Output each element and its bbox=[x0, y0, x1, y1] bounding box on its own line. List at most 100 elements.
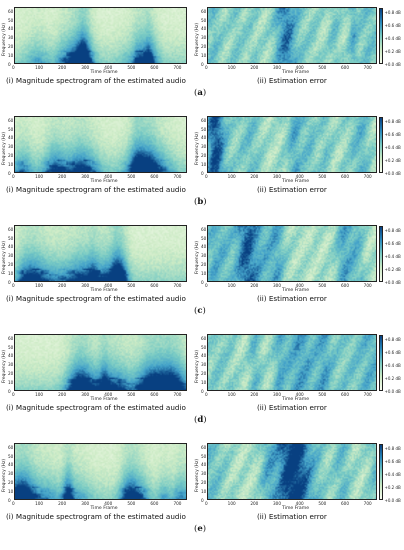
x-axis-label: Time Frame bbox=[282, 396, 310, 402]
x-tick-label: 100 bbox=[227, 174, 236, 179]
row-letter: c bbox=[197, 306, 203, 316]
y-axis-label: Frequency (Hz) bbox=[2, 458, 7, 492]
x-tick-label: 600 bbox=[341, 65, 349, 70]
x-tick-label: 100 bbox=[227, 65, 236, 70]
colorbar bbox=[379, 226, 383, 282]
y-tick-label: 20 bbox=[201, 370, 207, 376]
x-tick-label: 300 bbox=[81, 392, 90, 397]
y-tick-label: 60 bbox=[201, 335, 207, 341]
y-tick-label: 40 bbox=[8, 135, 14, 141]
row-letter: d bbox=[197, 415, 204, 425]
colorbar-tick-label: +0.4 dB bbox=[384, 35, 401, 41]
row-letter: b bbox=[197, 197, 204, 207]
subfigure-caption: (ii) Estimation error bbox=[257, 512, 327, 521]
y-tick-label: 20 bbox=[201, 479, 207, 485]
y-tick-label: 50 bbox=[8, 17, 14, 23]
y-tick-label: 20 bbox=[201, 152, 207, 158]
y-tick-label: 50 bbox=[8, 235, 14, 241]
x-tick-label: 0 bbox=[12, 392, 15, 397]
y-tick-label: 50 bbox=[201, 453, 207, 459]
x-tick-label: 300 bbox=[81, 65, 90, 70]
y-tick-label: 50 bbox=[8, 126, 14, 132]
x-tick-label: 600 bbox=[150, 283, 159, 288]
error-spectrogram bbox=[207, 334, 377, 391]
y-tick-label: 20 bbox=[8, 261, 14, 267]
y-tick-label: 60 bbox=[8, 444, 14, 450]
y-tick-label: 20 bbox=[8, 152, 14, 158]
x-tick-label: 500 bbox=[127, 501, 136, 506]
x-axis-label: Time Frame bbox=[282, 178, 310, 184]
subfigure-caption: (i) Magnitude spectrogram of the estimat… bbox=[6, 403, 186, 412]
y-tick-label: 0 bbox=[8, 497, 11, 503]
colorbar-tick-label: +0.8 dB bbox=[384, 445, 401, 451]
x-tick-label: 700 bbox=[363, 501, 372, 506]
y-tick-label: 40 bbox=[8, 244, 14, 250]
y-tick-label: 40 bbox=[201, 462, 207, 468]
y-tick-label: 10 bbox=[8, 161, 14, 167]
y-tick-label: 10 bbox=[201, 161, 207, 167]
x-tick-label: 500 bbox=[318, 174, 327, 179]
magnitude-spectrogram bbox=[14, 116, 187, 173]
figure-row-a: 0 10 20 30 40 50 60 0 100 200 300 400 500 600 700 Frequ… bbox=[0, 4, 404, 112]
magnitude-spectrogram bbox=[14, 443, 187, 500]
colorbar bbox=[379, 117, 383, 173]
subfigure-caption: (i) Magnitude spectrogram of the estimat… bbox=[6, 294, 186, 303]
subfigure-caption: (i) Magnitude spectrogram of the estimat… bbox=[6, 512, 186, 521]
x-tick-label: 300 bbox=[273, 174, 281, 179]
x-tick-label: 700 bbox=[363, 283, 372, 288]
magnitude-spectrogram bbox=[14, 225, 187, 282]
error-spectrogram bbox=[207, 116, 377, 173]
colorbar-tick-label: +0.2 dB bbox=[384, 48, 401, 54]
x-tick-label: 100 bbox=[35, 392, 44, 397]
x-tick-label: 200 bbox=[250, 283, 259, 288]
y-tick-label: 40 bbox=[201, 244, 207, 250]
y-tick-label: 40 bbox=[8, 26, 14, 32]
spectrogram-canvas bbox=[15, 226, 186, 281]
x-tick-label: 600 bbox=[341, 392, 349, 397]
colorbar-tick-label: +0.2 dB bbox=[384, 375, 401, 381]
x-tick-label: 0 bbox=[205, 501, 208, 506]
y-tick-label: 30 bbox=[201, 253, 207, 259]
y-tick-label: 30 bbox=[8, 35, 14, 41]
y-tick-label: 50 bbox=[201, 17, 207, 23]
x-tick-label: 0 bbox=[205, 65, 208, 70]
colorbar-tick-label: +0.8 dB bbox=[384, 227, 401, 233]
colorbar-tick-label: +0.8 dB bbox=[384, 9, 401, 15]
x-tick-label: 400 bbox=[295, 174, 304, 179]
y-tick-label: 50 bbox=[201, 126, 207, 132]
subfigure-caption: (i) Magnitude spectrogram of the estimat… bbox=[6, 185, 186, 194]
colorbar-tick-label: +0.6 dB bbox=[384, 240, 401, 246]
y-tick-label: 10 bbox=[8, 52, 14, 58]
row-letter: e bbox=[197, 524, 203, 534]
x-axis-label: Time Frame bbox=[282, 287, 310, 293]
x-tick-label: 100 bbox=[35, 501, 44, 506]
figure-row-b: 0 10 20 30 40 50 60 0 100 200 300 400 500 600 700 Frequ… bbox=[0, 113, 404, 221]
y-tick-label: 0 bbox=[8, 61, 11, 67]
x-tick-label: 600 bbox=[341, 174, 349, 179]
row-label: (a) bbox=[194, 88, 207, 98]
colorbar-tick-label: +0.6 dB bbox=[384, 458, 401, 464]
x-tick-label: 400 bbox=[104, 174, 113, 179]
x-tick-label: 0 bbox=[12, 501, 15, 506]
x-tick-label: 500 bbox=[127, 65, 136, 70]
x-tick-label: 600 bbox=[150, 501, 159, 506]
y-tick-label: 30 bbox=[8, 253, 14, 259]
y-tick-label: 0 bbox=[8, 170, 11, 176]
x-tick-label: 600 bbox=[341, 501, 349, 506]
x-tick-label: 0 bbox=[205, 283, 208, 288]
x-tick-label: 0 bbox=[12, 65, 15, 70]
row-label: (d) bbox=[194, 415, 207, 425]
y-tick-label: 50 bbox=[8, 344, 14, 350]
y-axis-label: Frequency (Hz) bbox=[2, 240, 7, 274]
y-tick-label: 10 bbox=[201, 379, 207, 385]
y-tick-label: 10 bbox=[8, 379, 14, 385]
y-axis-label: Frequency (Hz) bbox=[2, 131, 7, 165]
colorbar-tick-label: +0.4 dB bbox=[384, 471, 401, 477]
x-axis-label: Time Frame bbox=[90, 178, 118, 184]
y-axis-label: Frequency (Hz) bbox=[195, 458, 200, 492]
x-tick-label: 600 bbox=[150, 392, 159, 397]
colorbar-tick-label: +0.2 dB bbox=[384, 157, 401, 163]
x-tick-label: 700 bbox=[173, 392, 182, 397]
x-tick-label: 700 bbox=[173, 283, 182, 288]
y-tick-label: 60 bbox=[201, 444, 207, 450]
